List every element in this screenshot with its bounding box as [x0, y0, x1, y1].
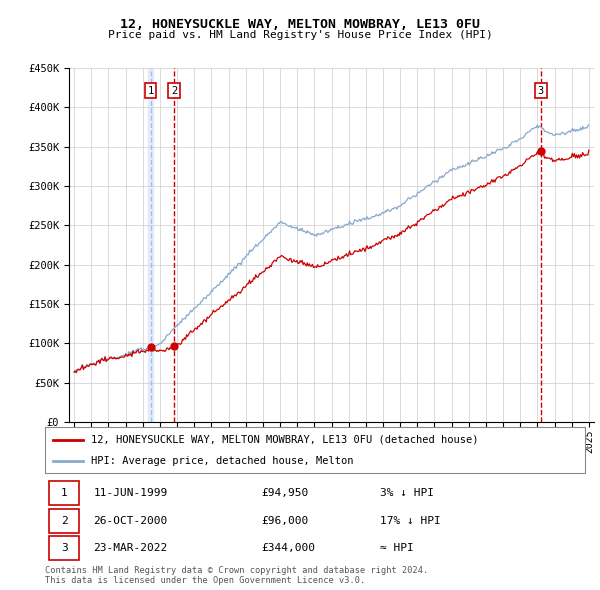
Text: 1: 1 — [61, 489, 68, 498]
Text: 11-JUN-1999: 11-JUN-1999 — [94, 489, 168, 498]
Text: 17% ↓ HPI: 17% ↓ HPI — [380, 516, 440, 526]
Text: HPI: Average price, detached house, Melton: HPI: Average price, detached house, Melt… — [91, 455, 353, 466]
Text: £344,000: £344,000 — [261, 543, 315, 553]
Bar — [49, 536, 79, 560]
Text: 3% ↓ HPI: 3% ↓ HPI — [380, 489, 434, 498]
Text: 23-MAR-2022: 23-MAR-2022 — [94, 543, 168, 553]
Text: 1: 1 — [148, 86, 154, 96]
Text: 3: 3 — [61, 543, 68, 553]
Text: 2: 2 — [61, 516, 68, 526]
Text: Contains HM Land Registry data © Crown copyright and database right 2024.: Contains HM Land Registry data © Crown c… — [45, 566, 428, 575]
Text: 12, HONEYSUCKLE WAY, MELTON MOWBRAY, LE13 0FU (detached house): 12, HONEYSUCKLE WAY, MELTON MOWBRAY, LE1… — [91, 435, 478, 445]
Text: 26-OCT-2000: 26-OCT-2000 — [94, 516, 168, 526]
Text: 3: 3 — [538, 86, 544, 96]
Bar — [49, 481, 79, 505]
Text: This data is licensed under the Open Government Licence v3.0.: This data is licensed under the Open Gov… — [45, 576, 365, 585]
Bar — [49, 509, 79, 533]
Text: Price paid vs. HM Land Registry's House Price Index (HPI): Price paid vs. HM Land Registry's House … — [107, 30, 493, 40]
Text: £94,950: £94,950 — [261, 489, 308, 498]
Bar — [148, 68, 153, 422]
Text: ≈ HPI: ≈ HPI — [380, 543, 413, 553]
Text: £96,000: £96,000 — [261, 516, 308, 526]
Text: 2: 2 — [171, 86, 178, 96]
Text: 12, HONEYSUCKLE WAY, MELTON MOWBRAY, LE13 0FU: 12, HONEYSUCKLE WAY, MELTON MOWBRAY, LE1… — [120, 18, 480, 31]
